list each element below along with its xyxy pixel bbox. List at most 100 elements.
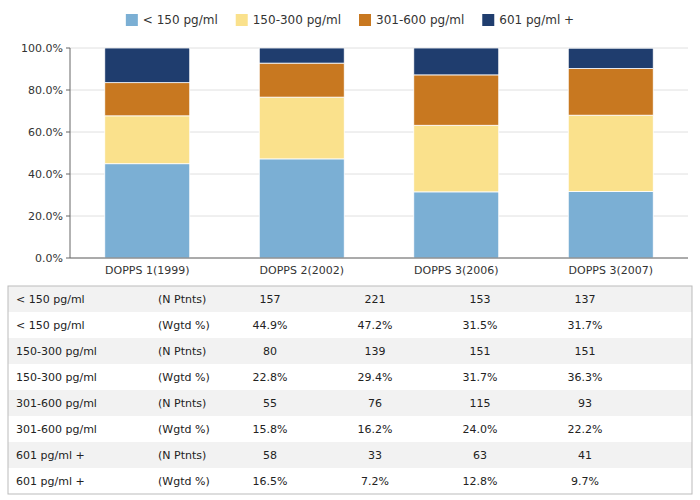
grid-line bbox=[70, 258, 688, 259]
table-cell: 301-600 pg/ml bbox=[16, 397, 97, 410]
legend-label: 601 pg/ml + bbox=[499, 13, 574, 27]
legend-item: < 150 pg/ml bbox=[126, 13, 218, 27]
tick-mark bbox=[66, 132, 70, 133]
legend-item: 301-600 pg/ml bbox=[359, 13, 464, 27]
bar-segment bbox=[105, 164, 190, 258]
table-cell: (N Ptnts) bbox=[158, 397, 206, 410]
table-cell: 16.5% bbox=[253, 475, 288, 488]
legend-swatch bbox=[359, 14, 371, 26]
table-cell: (N Ptnts) bbox=[158, 293, 206, 306]
table-cell: 24.0% bbox=[463, 423, 498, 436]
table-cell: 63 bbox=[473, 449, 487, 462]
table-cell: 9.7% bbox=[571, 475, 599, 488]
tick-label: 100.0% bbox=[21, 42, 63, 55]
table-cell: 16.2% bbox=[358, 423, 393, 436]
y-axis-line bbox=[70, 48, 71, 258]
tick-mark bbox=[66, 90, 70, 91]
tick-label: 0.0% bbox=[35, 252, 63, 265]
table-cell: 137 bbox=[575, 293, 596, 306]
table-cell: 7.2% bbox=[361, 475, 389, 488]
table-cell: 31.7% bbox=[568, 319, 603, 332]
table-cell: 93 bbox=[578, 397, 592, 410]
bar-segment bbox=[259, 97, 344, 159]
bar-segment bbox=[259, 159, 344, 258]
table-cell: (N Ptnts) bbox=[158, 449, 206, 462]
table-cell: 33 bbox=[368, 449, 382, 462]
table-cell: 80 bbox=[263, 345, 277, 358]
table-cell: (N Ptnts) bbox=[158, 345, 206, 358]
category-label: DOPPS 1(1999) bbox=[105, 264, 189, 277]
table-cell: 153 bbox=[470, 293, 491, 306]
table-cell: 150-300 pg/ml bbox=[16, 345, 97, 358]
bar-segment bbox=[259, 63, 344, 97]
table-cell: 58 bbox=[263, 449, 277, 462]
table-cell: 151 bbox=[575, 345, 596, 358]
table-cell: 22.2% bbox=[568, 423, 603, 436]
legend-label: < 150 pg/ml bbox=[143, 13, 218, 27]
tick-label: 40.0% bbox=[28, 168, 63, 181]
category-label: DOPPS 2(2002) bbox=[260, 264, 344, 277]
bar-segment bbox=[568, 48, 653, 68]
table-cell: (Wgtd %) bbox=[158, 319, 210, 332]
y-axis: 0.0%20.0%40.0%60.0%80.0%100.0% bbox=[21, 42, 688, 265]
table-cell: (Wgtd %) bbox=[158, 371, 210, 384]
tick-label: 60.0% bbox=[28, 126, 63, 139]
table-cell: (Wgtd %) bbox=[158, 475, 210, 488]
legend-label: 150-300 pg/ml bbox=[253, 13, 341, 27]
bar-segment bbox=[568, 115, 653, 191]
tick-mark bbox=[66, 174, 70, 175]
x-axis-line bbox=[70, 258, 688, 259]
table-cell: 139 bbox=[365, 345, 386, 358]
category-label: DOPPS 3(2007) bbox=[569, 264, 653, 277]
table-row-bg bbox=[8, 390, 692, 416]
table-row-bg bbox=[8, 338, 692, 364]
table-cell: 31.7% bbox=[463, 371, 498, 384]
category-label: DOPPS 3(2006) bbox=[414, 264, 498, 277]
table-cell: 36.3% bbox=[568, 371, 603, 384]
table: < 150 pg/ml(N Ptnts)157221153137< 150 pg… bbox=[8, 286, 692, 494]
table-cell: 151 bbox=[470, 345, 491, 358]
table-cell: 31.5% bbox=[463, 319, 498, 332]
table-cell: 44.9% bbox=[253, 319, 288, 332]
tick-mark bbox=[66, 216, 70, 217]
table-cell: 76 bbox=[368, 397, 382, 410]
bar-segment bbox=[259, 48, 344, 63]
table-cell: 115 bbox=[470, 397, 491, 410]
table-cell: 12.8% bbox=[463, 475, 498, 488]
bar-segment bbox=[105, 83, 190, 116]
table-cell: 55 bbox=[263, 397, 277, 410]
x-axis: DOPPS 1(1999) DOPPS 2(2002) DOPPS 3(2006) D… bbox=[105, 264, 653, 277]
table-cell: 15.8% bbox=[253, 423, 288, 436]
legend-swatch bbox=[482, 14, 494, 26]
table-cell: 221 bbox=[365, 293, 386, 306]
bar-segment bbox=[414, 48, 499, 75]
bar-segment bbox=[414, 192, 499, 258]
table-cell: < 150 pg/ml bbox=[16, 293, 85, 306]
legend-label: 301-600 pg/ml bbox=[376, 13, 464, 27]
chart: 0.0%20.0%40.0%60.0%80.0%100.0%DOPPS 1(19… bbox=[0, 0, 700, 500]
bar-segment bbox=[568, 191, 653, 258]
table-cell: 47.2% bbox=[358, 319, 393, 332]
table-cell: 601 pg/ml + bbox=[16, 449, 85, 462]
bar-segment bbox=[414, 75, 499, 125]
legend-swatch bbox=[126, 14, 138, 26]
legend-swatch bbox=[236, 14, 248, 26]
table-cell: 150-300 pg/ml bbox=[16, 371, 97, 384]
bar-segment bbox=[414, 125, 499, 192]
bars bbox=[105, 48, 653, 258]
legend: < 150 pg/ml 150-300 pg/ml 301-600 pg/ml 601… bbox=[126, 13, 574, 27]
table-cell: (Wgtd %) bbox=[158, 423, 210, 436]
tick-label: 20.0% bbox=[28, 210, 63, 223]
table-row-bg bbox=[8, 286, 692, 312]
table-border bbox=[8, 286, 692, 494]
table-cell: 41 bbox=[578, 449, 592, 462]
legend-item: 601 pg/ml + bbox=[482, 13, 574, 27]
table-cell: 22.8% bbox=[253, 371, 288, 384]
table-cell: 157 bbox=[260, 293, 281, 306]
table-cell: 29.4% bbox=[358, 371, 393, 384]
table-cell: 301-600 pg/ml bbox=[16, 423, 97, 436]
table-row-bg bbox=[8, 442, 692, 468]
table-cell: 601 pg/ml + bbox=[16, 475, 85, 488]
tick-mark bbox=[66, 48, 70, 49]
bar-segment bbox=[568, 69, 653, 116]
